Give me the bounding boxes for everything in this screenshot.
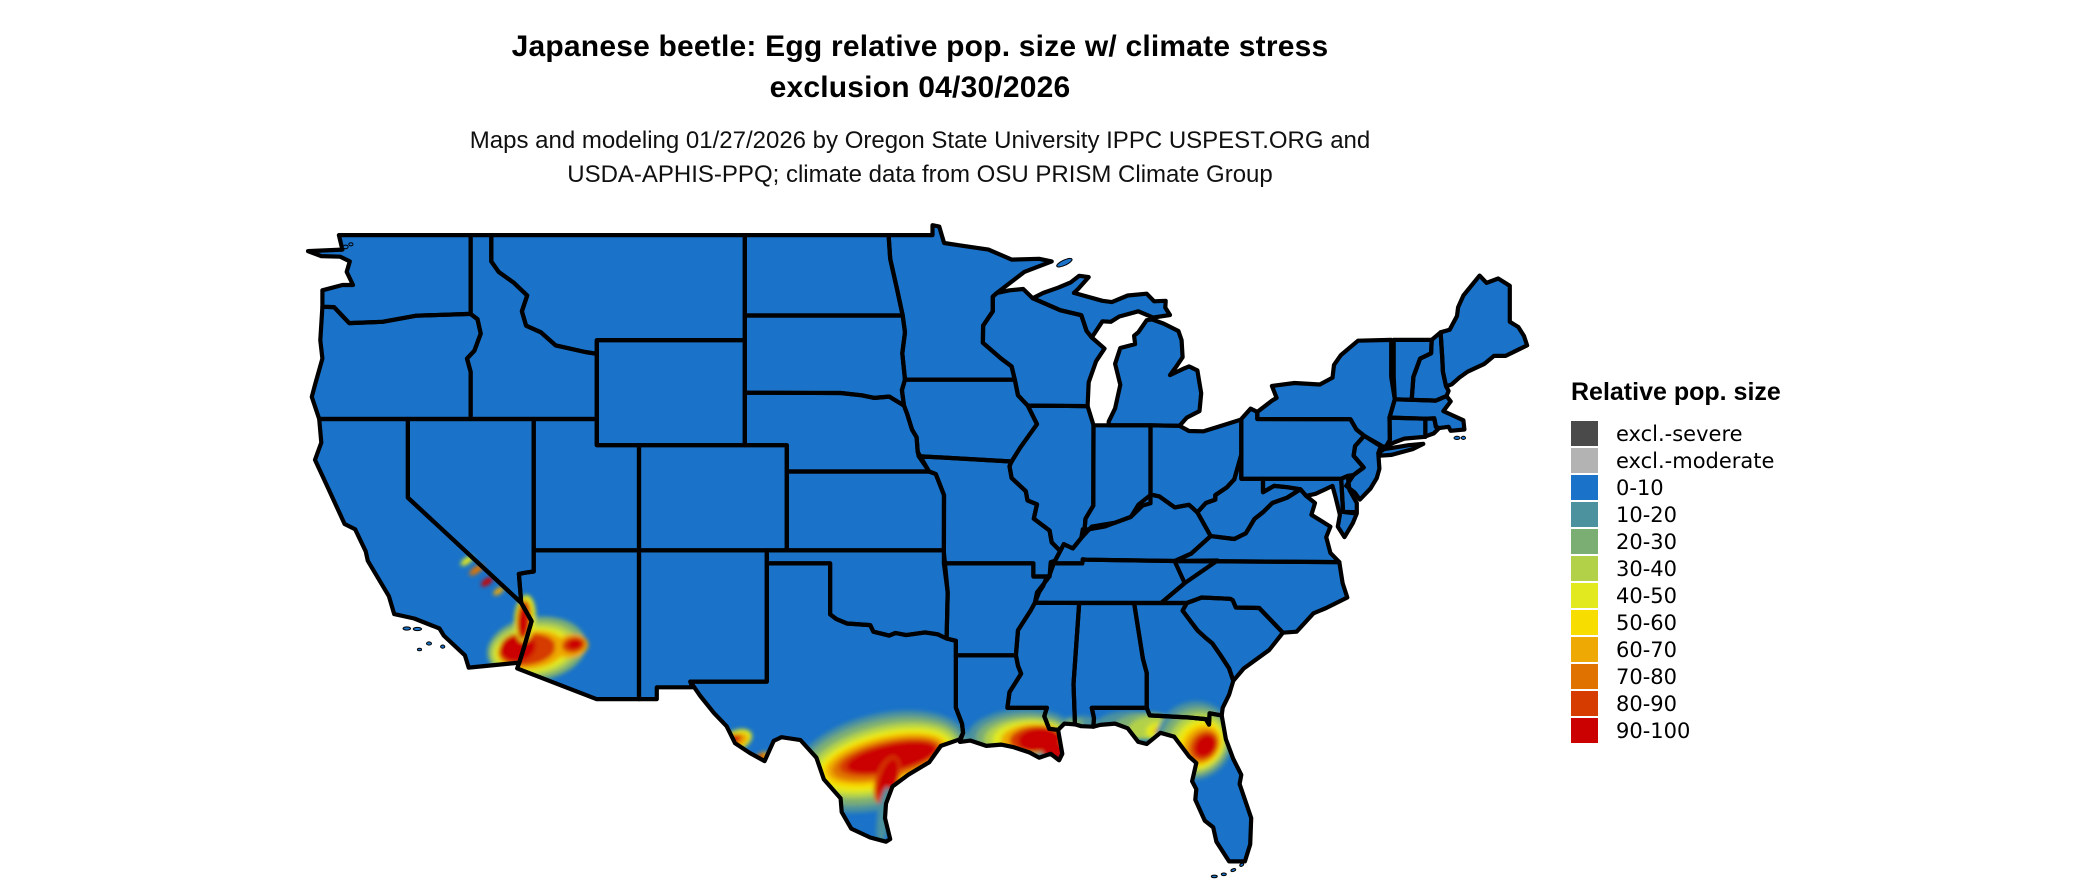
legend-row: 90-100 — [1571, 718, 1781, 743]
legend-swatch-10-20 — [1571, 502, 1598, 527]
hotspot-colorado-river-imperial-yuma-phoenix-90-100 — [567, 638, 583, 650]
legend-row: 40-50 — [1571, 583, 1781, 608]
island — [416, 647, 423, 652]
hotspot-mojave-death-valley-streaks-90-100 — [481, 577, 493, 587]
island — [1210, 874, 1218, 879]
page-subtitle-line2: USDA-APHIS-PPQ; climate data from OSU PR… — [567, 161, 1273, 188]
legend-swatch-excl.-moderate — [1571, 448, 1598, 473]
legend-swatch-60-70 — [1571, 637, 1598, 662]
state-miup — [1030, 273, 1173, 340]
hotspot-south-texas-gulf-coast-band-90-100 — [877, 758, 899, 799]
legend-swatch-90-100 — [1571, 718, 1598, 743]
us-choropleth-map — [305, 223, 1530, 879]
page-title-line1: Japanese beetle: Egg relative pop. size … — [511, 30, 1329, 63]
legend-row: 60-70 — [1571, 637, 1781, 662]
island — [412, 626, 423, 632]
page-title-line2: exclusion 04/30/2026 — [769, 71, 1071, 104]
legend-label: 90-100 — [1616, 718, 1691, 743]
island — [342, 244, 349, 250]
island — [1239, 862, 1245, 867]
legend-label: excl.-severe — [1616, 421, 1743, 446]
state-li — [1377, 441, 1426, 458]
island — [440, 644, 446, 649]
island — [348, 242, 354, 247]
legend-swatch-40-50 — [1571, 583, 1598, 608]
island — [1230, 868, 1237, 873]
legend-swatch-excl.-severe — [1571, 421, 1598, 446]
state-me — [1438, 273, 1530, 389]
island — [1460, 435, 1467, 440]
legend-label: 0-10 — [1616, 475, 1664, 500]
state-fl — [1089, 705, 1254, 864]
legend-row: 50-60 — [1571, 610, 1781, 635]
legend-swatch-20-30 — [1571, 529, 1598, 554]
state-wi — [980, 286, 1107, 409]
island — [402, 626, 412, 631]
hotspot-mojave-death-valley-streaks-60-70 — [493, 586, 505, 596]
legend-label: 20-30 — [1616, 529, 1678, 554]
header: Japanese beetle: Egg relative pop. size … — [130, 26, 1710, 192]
legend-label: 80-90 — [1616, 691, 1678, 716]
island — [1220, 872, 1227, 877]
legend-row: 0-10 — [1571, 475, 1781, 500]
state-nc — [1158, 558, 1350, 635]
legend-swatch-30-40 — [1571, 556, 1598, 581]
legend-row: excl.-moderate — [1571, 448, 1781, 473]
legend-row: 20-30 — [1571, 529, 1781, 554]
legend-rows: excl.-severe excl.-moderate 0-10 10-20 20-30… — [1571, 421, 1781, 743]
state-mi — [1106, 317, 1204, 428]
page-subtitle: Maps and modeling 01/27/2026 by Oregon S… — [130, 124, 1710, 192]
legend-row: 80-90 — [1571, 691, 1781, 716]
hotspot-north-central-florida-90-100 — [1194, 734, 1217, 757]
legend-row: excl.-severe — [1571, 421, 1781, 446]
legend-label: 50-60 — [1616, 610, 1678, 635]
legend-label: excl.-moderate — [1616, 448, 1775, 473]
legend-swatch-0-10 — [1571, 475, 1598, 500]
legend-swatch-70-80 — [1571, 664, 1598, 689]
legend-swatch-50-60 — [1571, 610, 1598, 635]
legend-row: 30-40 — [1571, 556, 1781, 581]
legend-title: Relative pop. size — [1571, 378, 1781, 406]
island — [426, 641, 432, 646]
hotspot-colorado-river-imperial-yuma-phoenix-90-100 — [518, 606, 528, 639]
legend: Relative pop. size excl.-severe excl.-mod… — [1571, 378, 1781, 745]
state-borders — [305, 223, 1530, 864]
page-subtitle-line1: Maps and modeling 01/27/2026 by Oregon S… — [469, 127, 1371, 154]
island — [1453, 435, 1461, 440]
legend-row: 10-20 — [1571, 502, 1781, 527]
legend-label: 60-70 — [1616, 637, 1678, 662]
islands — [342, 242, 1467, 879]
page-title: Japanese beetle: Egg relative pop. size … — [130, 26, 1710, 108]
legend-label: 10-20 — [1616, 502, 1678, 527]
legend-row: 70-80 — [1571, 664, 1781, 689]
legend-label: 40-50 — [1616, 583, 1678, 608]
legend-label: 70-80 — [1616, 664, 1678, 689]
island — [1056, 257, 1073, 268]
legend-swatch-80-90 — [1571, 691, 1598, 716]
state-tx — [688, 561, 966, 844]
legend-label: 30-40 — [1616, 556, 1678, 581]
state-ny — [1255, 337, 1397, 449]
